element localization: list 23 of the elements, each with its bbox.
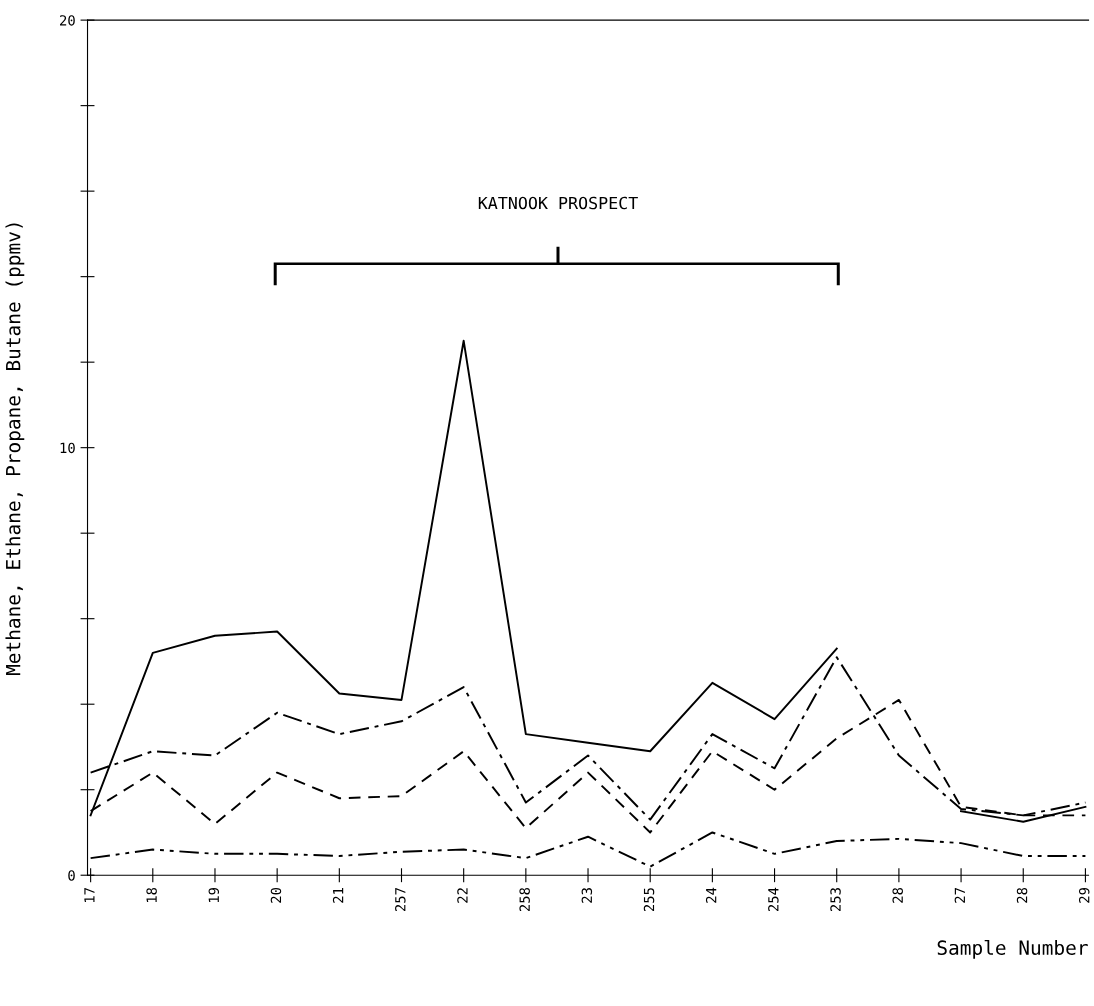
x-tick-label: 253 [830,888,841,912]
x-tick-label: 29 [1078,887,1090,903]
annotation: KATNOOK PROSPECT [478,196,638,210]
x-tick-label: 21 [332,887,344,903]
x-tick-label: 19 [208,887,220,903]
y-axis-title: Methane, Ethane, Propane, Butane (ppmv) [5,223,25,676]
x-tick-label: 22 [457,888,468,903]
x-tick-label: 255 [643,888,655,912]
x-tick-label: 258 [519,887,530,912]
x-tick-label: 17 [84,888,95,903]
x-tick-label: 257 [395,888,406,912]
x-tick-label: 28 [892,887,903,903]
y-tick-label: 10 [60,442,75,454]
x-tick-label: 27 [954,888,965,903]
x-tick-label: 20 [270,887,282,903]
y-tick-label: 20 [60,15,75,26]
x-tick-label: 254 [768,887,779,912]
y-tick-label: 0 [68,870,75,881]
x-axis-title: Sample Number [937,939,1088,959]
x-tick-label: 28 [1016,887,1028,903]
x-tick-label: 24 [705,887,717,903]
x-tick-label: 18 [146,887,157,903]
x-tick-label: 23 [581,888,593,903]
